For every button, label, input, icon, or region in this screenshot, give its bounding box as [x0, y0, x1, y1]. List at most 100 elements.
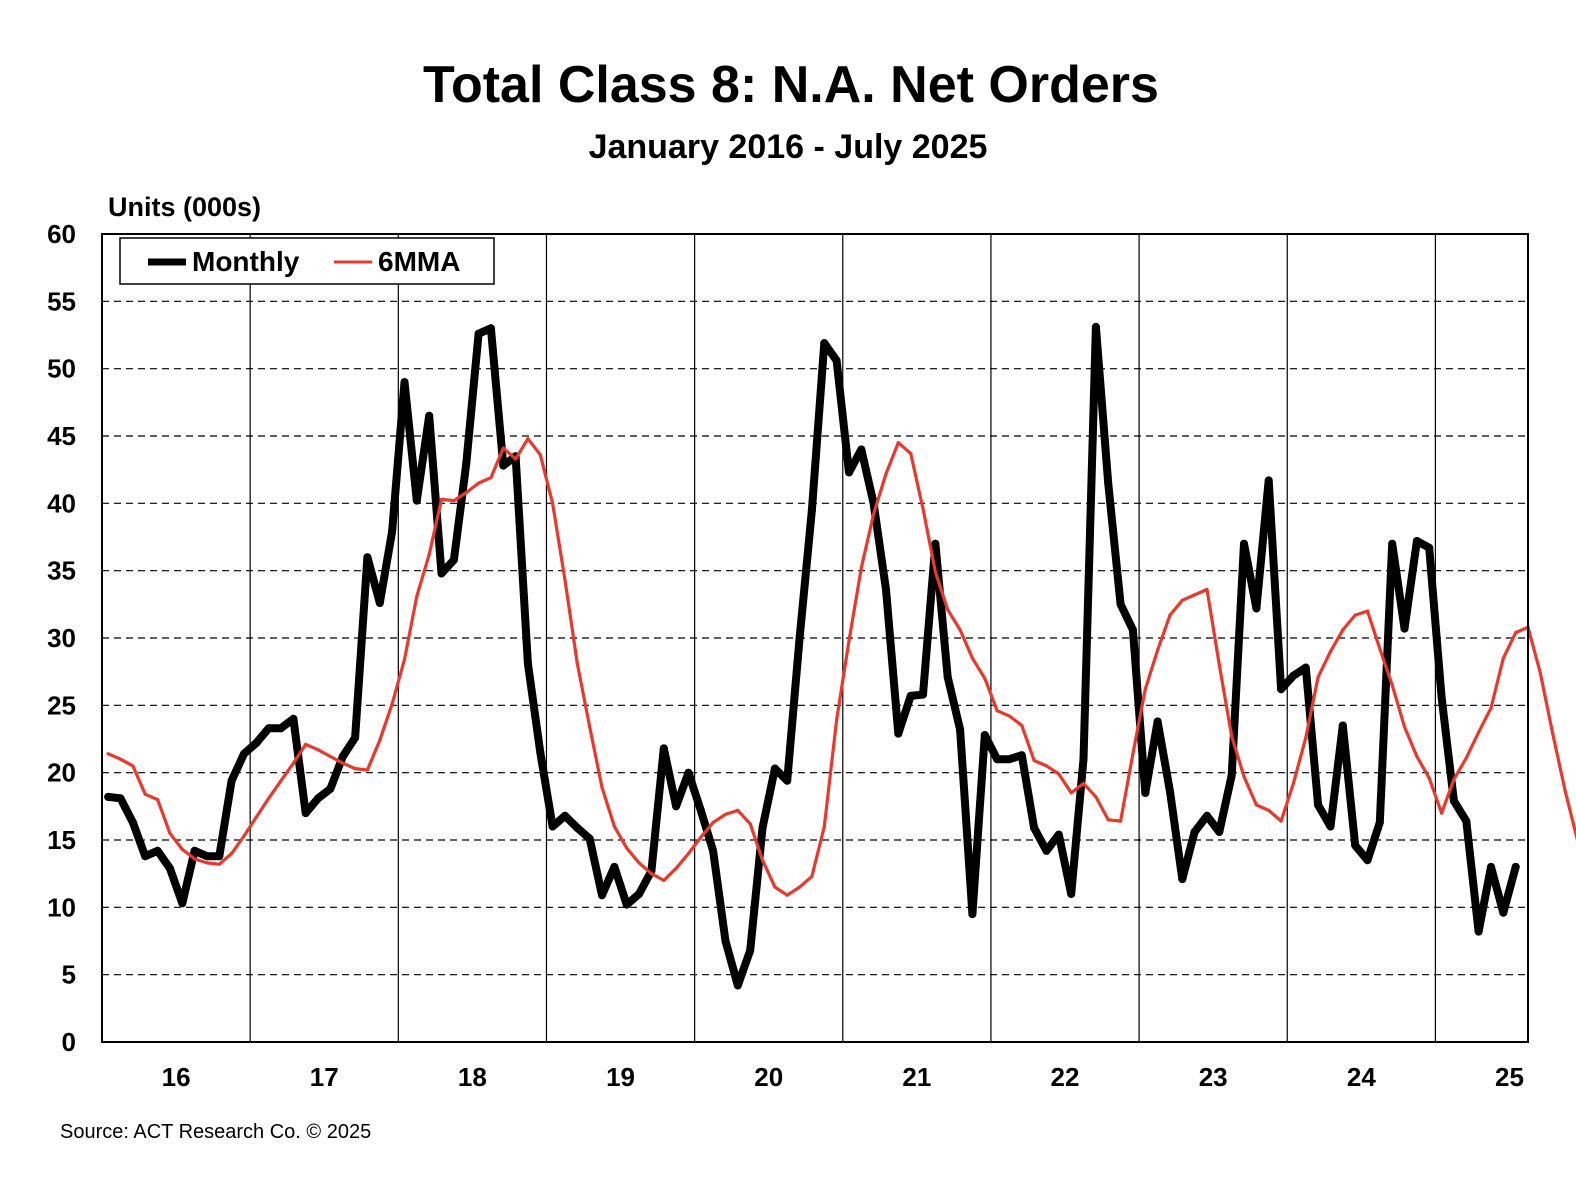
- point-6mma-116: [1538, 671, 1542, 675]
- point-6mma-29: [464, 491, 468, 495]
- point-monthly-38: [573, 823, 582, 832]
- point-6mma-32: [501, 446, 505, 450]
- point-6mma-79: [1081, 781, 1086, 786]
- point-monthly-105: [1400, 624, 1409, 633]
- point-6mma-55: [785, 893, 789, 897]
- point-6mma-17: [316, 748, 320, 752]
- point-6mma-80: [1094, 795, 1098, 799]
- point-monthly-67: [931, 539, 940, 548]
- point-monthly-20: [351, 733, 360, 742]
- point-monthly-77: [1054, 830, 1063, 839]
- x-tick-19: 19: [606, 1062, 635, 1092]
- point-6mma-101: [1353, 613, 1357, 617]
- point-monthly-39: [585, 834, 594, 843]
- point-monthly-55: [783, 776, 792, 785]
- point-monthly-71: [980, 731, 989, 739]
- point-6mma-104: [1390, 683, 1394, 687]
- point-6mma-114: [1514, 631, 1518, 635]
- point-6mma-0: [106, 752, 110, 756]
- point-6mma-71: [983, 676, 987, 681]
- series-monthly: [104, 322, 1520, 990]
- point-monthly-29: [462, 460, 471, 469]
- point-monthly-83: [1128, 625, 1137, 634]
- series-layer: [104, 322, 1576, 990]
- point-monthly-51: [733, 981, 742, 990]
- point-6mma-110: [1464, 756, 1468, 760]
- point-6mma-33: [514, 457, 518, 461]
- point-monthly-96: [1289, 671, 1298, 680]
- point-monthly-97: [1301, 663, 1310, 672]
- series-6mma: [106, 437, 1576, 897]
- point-monthly-46: [672, 802, 681, 811]
- point-monthly-57: [807, 506, 816, 515]
- point-monthly-25: [412, 496, 421, 505]
- point-6mma-14: [279, 779, 283, 783]
- point-6mma-26: [427, 552, 431, 557]
- point-6mma-52: [748, 822, 752, 826]
- point-monthly-11: [240, 749, 248, 758]
- point-6mma-40: [600, 785, 604, 790]
- point-6mma-60: [847, 639, 851, 643]
- point-monthly-109: [1449, 796, 1458, 805]
- point-monthly-32: [499, 461, 508, 470]
- chart-title: Total Class 8: N.A. Net Orders: [423, 56, 1159, 114]
- chart-subtitle: January 2016 - July 2025: [589, 128, 988, 166]
- point-6mma-74: [1020, 723, 1024, 728]
- point-6mma-85: [1156, 648, 1160, 652]
- point-6mma-42: [625, 846, 629, 850]
- point-monthly-65: [906, 691, 915, 700]
- y-tick-15: 15: [47, 825, 76, 855]
- point-6mma-108: [1440, 811, 1444, 815]
- point-monthly-26: [425, 411, 434, 420]
- point-monthly-101: [1351, 841, 1360, 850]
- point-monthly-113: [1499, 908, 1508, 917]
- point-monthly-22: [375, 599, 384, 607]
- point-6mma-93: [1254, 803, 1258, 807]
- point-monthly-28: [449, 555, 458, 564]
- point-6mma-7: [193, 857, 197, 861]
- point-6mma-37: [563, 578, 567, 582]
- point-monthly-111: [1474, 927, 1483, 936]
- point-6mma-57: [810, 874, 814, 879]
- point-6mma-102: [1365, 609, 1370, 613]
- point-monthly-69: [956, 725, 965, 734]
- point-6mma-19: [341, 761, 345, 765]
- point-6mma-99: [1328, 649, 1333, 654]
- y-tick-labels: 0 5 10 15 20 25 30 35 40 45 50 55 60: [47, 219, 76, 1057]
- point-6mma-107: [1427, 776, 1431, 780]
- x-tick-16: 16: [162, 1062, 191, 1092]
- point-6mma-50: [723, 812, 728, 817]
- point-6mma-47: [686, 851, 691, 856]
- point-monthly-14: [277, 724, 285, 733]
- point-monthly-54: [770, 764, 779, 773]
- point-6mma-9: [217, 862, 221, 866]
- point-6mma-81: [1106, 818, 1110, 822]
- y-tick-0: 0: [62, 1027, 76, 1057]
- point-monthly-56: [795, 634, 804, 642]
- plot-area-border: [101, 233, 1529, 1043]
- point-monthly-1: [116, 794, 125, 803]
- y-tick-55: 55: [47, 286, 76, 316]
- point-monthly-4: [153, 846, 162, 855]
- point-monthly-8: [202, 852, 211, 861]
- point-6mma-95: [1279, 819, 1283, 823]
- point-monthly-100: [1338, 721, 1347, 730]
- point-6mma-44: [649, 872, 654, 876]
- point-monthly-0: [104, 792, 113, 801]
- point-monthly-16: [301, 809, 310, 818]
- point-monthly-21: [363, 553, 372, 562]
- point-monthly-90: [1215, 827, 1224, 836]
- point-6mma-75: [1032, 758, 1036, 763]
- point-6mma-106: [1415, 754, 1419, 759]
- point-monthly-5: [165, 864, 174, 873]
- point-6mma-67: [933, 570, 938, 574]
- point-monthly-17: [314, 794, 323, 803]
- point-6mma-72: [995, 709, 999, 713]
- point-monthly-42: [622, 900, 631, 909]
- point-6mma-83: [1131, 752, 1135, 756]
- point-6mma-4: [156, 798, 160, 802]
- point-monthly-10: [227, 776, 236, 785]
- point-6mma-97: [1304, 736, 1308, 740]
- point-monthly-41: [610, 862, 619, 871]
- y-tick-35: 35: [47, 556, 76, 586]
